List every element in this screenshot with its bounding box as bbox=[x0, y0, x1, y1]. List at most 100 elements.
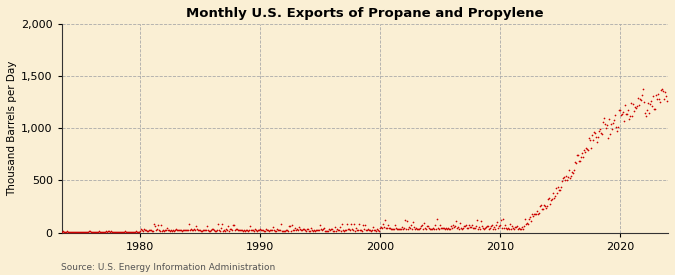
Point bbox=[393, 227, 404, 231]
Point bbox=[414, 227, 425, 231]
Point bbox=[344, 227, 354, 231]
Point bbox=[379, 225, 389, 230]
Point bbox=[474, 225, 485, 229]
Point bbox=[360, 227, 371, 232]
Point bbox=[400, 227, 411, 232]
Point bbox=[427, 226, 438, 230]
Point bbox=[317, 228, 327, 233]
Point bbox=[503, 226, 514, 230]
Point bbox=[294, 226, 305, 231]
Point bbox=[302, 227, 313, 232]
Point bbox=[526, 212, 537, 216]
Point bbox=[85, 229, 96, 234]
Point bbox=[539, 202, 549, 207]
Point bbox=[392, 227, 402, 231]
Point bbox=[435, 222, 446, 227]
Point bbox=[662, 99, 672, 103]
Point bbox=[429, 227, 439, 231]
Point bbox=[190, 224, 201, 228]
Point bbox=[420, 226, 431, 231]
Point bbox=[306, 226, 317, 230]
Point bbox=[493, 226, 504, 230]
Point bbox=[597, 119, 608, 124]
Point bbox=[340, 228, 351, 232]
Point bbox=[373, 228, 383, 232]
Point bbox=[593, 129, 604, 134]
Point bbox=[213, 227, 224, 232]
Point bbox=[298, 226, 308, 231]
Point bbox=[618, 119, 629, 123]
Point bbox=[456, 226, 466, 230]
Point bbox=[315, 223, 325, 227]
Point bbox=[200, 228, 211, 232]
Point bbox=[568, 171, 578, 176]
Point bbox=[205, 228, 215, 233]
Point bbox=[157, 229, 167, 233]
Point bbox=[495, 223, 506, 227]
Point bbox=[254, 227, 265, 231]
Point bbox=[308, 229, 319, 233]
Point bbox=[383, 222, 394, 227]
Text: Source: U.S. Energy Information Administration: Source: U.S. Energy Information Administ… bbox=[61, 263, 275, 272]
Point bbox=[445, 227, 456, 231]
Point bbox=[271, 229, 281, 233]
Point bbox=[462, 226, 472, 231]
Point bbox=[163, 228, 174, 232]
Point bbox=[215, 226, 226, 230]
Point bbox=[265, 228, 275, 232]
Point bbox=[585, 138, 595, 142]
Point bbox=[61, 229, 72, 233]
Point bbox=[281, 228, 292, 232]
Point bbox=[551, 191, 562, 195]
Point bbox=[147, 228, 158, 233]
Point bbox=[273, 228, 284, 232]
Point bbox=[524, 217, 535, 221]
Point bbox=[433, 226, 443, 230]
Point bbox=[375, 225, 386, 230]
Point bbox=[624, 117, 634, 122]
Point bbox=[643, 101, 653, 105]
Point bbox=[105, 229, 116, 234]
Point bbox=[574, 158, 585, 163]
Point bbox=[227, 223, 238, 227]
Point bbox=[277, 229, 288, 233]
Point bbox=[601, 126, 612, 130]
Point bbox=[167, 229, 178, 233]
Point bbox=[649, 107, 659, 111]
Point bbox=[97, 230, 108, 234]
Point bbox=[423, 224, 433, 228]
Point bbox=[182, 228, 193, 233]
Point bbox=[250, 227, 261, 231]
Point bbox=[358, 223, 369, 227]
Point bbox=[146, 229, 157, 233]
Point bbox=[203, 229, 214, 233]
Point bbox=[354, 222, 364, 226]
Point bbox=[518, 227, 529, 231]
Point bbox=[184, 228, 195, 233]
Point bbox=[165, 227, 176, 232]
Point bbox=[572, 152, 583, 157]
Point bbox=[196, 229, 207, 233]
Point bbox=[379, 218, 390, 222]
Point bbox=[236, 228, 247, 233]
Point bbox=[478, 226, 489, 230]
Point bbox=[88, 229, 99, 234]
Point bbox=[331, 227, 342, 231]
Point bbox=[269, 228, 279, 232]
Point bbox=[89, 230, 100, 234]
Point bbox=[613, 125, 624, 129]
Point bbox=[620, 112, 631, 116]
Point bbox=[400, 218, 410, 222]
Point bbox=[338, 228, 349, 233]
Point bbox=[186, 228, 197, 232]
Point bbox=[188, 228, 198, 232]
Point bbox=[375, 226, 385, 230]
Point bbox=[80, 230, 90, 234]
Point bbox=[161, 226, 172, 230]
Point bbox=[91, 230, 102, 234]
Point bbox=[252, 229, 263, 233]
Point bbox=[437, 226, 448, 230]
Point bbox=[520, 217, 531, 221]
Point bbox=[273, 228, 284, 232]
Point bbox=[101, 229, 111, 233]
